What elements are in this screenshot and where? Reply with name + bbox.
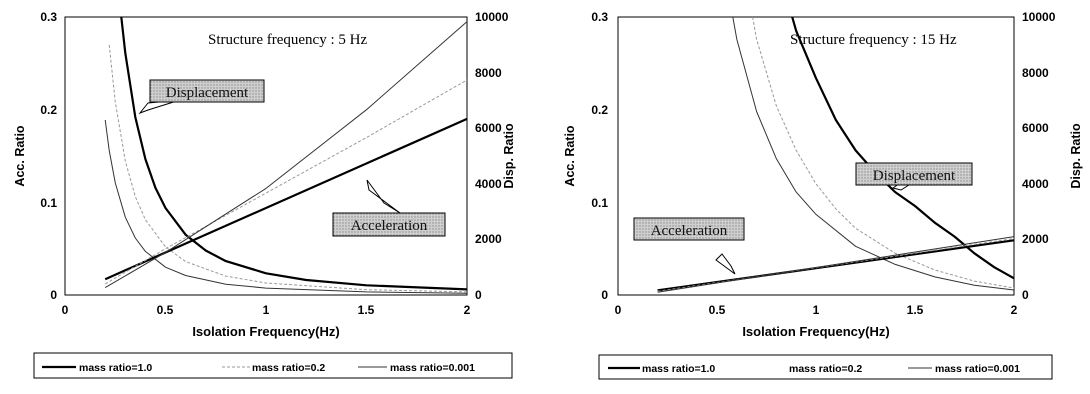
x-tick-label: 0.5 bbox=[709, 303, 726, 317]
y-axis-left-label: Acc. Ratio bbox=[563, 125, 577, 186]
callout-label: Acceleration bbox=[351, 218, 428, 234]
callout-arrow bbox=[366, 179, 401, 214]
y-right-tick-label: 4000 bbox=[1022, 177, 1049, 191]
callout-arrow bbox=[715, 253, 736, 275]
legend-label: mass ratio=0.2 bbox=[789, 363, 862, 375]
legend-box bbox=[33, 352, 513, 379]
series-line-displacement-mass-1.0 bbox=[791, 16, 1015, 280]
y-right-tick-label: 8000 bbox=[475, 66, 502, 80]
series-line-acceleration-mass-0.001 bbox=[104, 21, 468, 289]
callout-box bbox=[855, 162, 973, 186]
plot-frame bbox=[64, 16, 468, 296]
x-tick-label: 0 bbox=[62, 303, 69, 317]
y-right-tick-label: 4000 bbox=[475, 177, 502, 191]
legend: mass ratio=1.0 mass ratio=0.2 mass ratio… bbox=[598, 354, 1053, 380]
y-left-tick-label: 0.3 bbox=[40, 10, 57, 24]
y-right-tick-label: 6000 bbox=[1022, 121, 1049, 135]
y-right-tick-label: 8000 bbox=[1022, 66, 1049, 80]
x-tick-label: 0 bbox=[615, 303, 622, 317]
y-right-tick-label: 6000 bbox=[475, 121, 502, 135]
y-axis-left-label: Acc. Ratio bbox=[13, 125, 27, 186]
callout-displacement: Displacement bbox=[138, 79, 265, 115]
series-line-displacement-mass-0.001 bbox=[732, 16, 1015, 291]
x-tick-label: 1.5 bbox=[358, 303, 375, 317]
y-left-ticks: 0 0.1 0.2 0.3 bbox=[40, 10, 57, 302]
series-line-acceleration-mass-0.2 bbox=[104, 79, 468, 285]
chart-title: Structure frequency : 15 Hz bbox=[790, 32, 957, 48]
y-right-ticks: 0 2000 4000 6000 8000 10000 bbox=[475, 10, 509, 302]
y-left-tick-label: 0.1 bbox=[40, 196, 57, 210]
callout-displacement: Displacement bbox=[855, 162, 973, 191]
y-right-tick-label: 0 bbox=[1022, 288, 1029, 302]
y-right-tick-label: 0 bbox=[475, 288, 482, 302]
y-left-tick-label: 0.2 bbox=[591, 103, 608, 117]
y-axis-right-label: Disp. Ratio bbox=[502, 123, 516, 189]
chart-title: Structure frequency : 5 Hz bbox=[208, 32, 367, 48]
x-tick-label: 0.5 bbox=[157, 303, 174, 317]
x-tick-label: 1 bbox=[813, 303, 820, 317]
chart-panel-15hz: Structure frequency : 15 Hz Isolation Fr… bbox=[563, 10, 1083, 380]
series-layer bbox=[657, 16, 1015, 293]
series-line-acceleration-mass-0.001 bbox=[657, 236, 1015, 293]
y-left-tick-label: 0.2 bbox=[40, 103, 57, 117]
legend-box bbox=[598, 354, 1053, 380]
legend-label: mass ratio=0.2 bbox=[252, 362, 325, 374]
callout-box bbox=[149, 79, 265, 103]
y-right-tick-label: 10000 bbox=[1022, 10, 1056, 24]
y-left-tick-label: 0.3 bbox=[591, 10, 608, 24]
y-left-tick-label: 0 bbox=[601, 288, 608, 302]
legend: mass ratio=1.0 mass ratio=0.2 mass ratio… bbox=[33, 352, 513, 379]
series-line-displacement-mass-1.0 bbox=[120, 16, 468, 291]
callout-label: Acceleration bbox=[651, 223, 728, 239]
x-tick-label: 1 bbox=[263, 303, 270, 317]
x-tick-label: 1.5 bbox=[907, 303, 924, 317]
y-right-tick-label: 2000 bbox=[1022, 232, 1049, 246]
y-right-ticks: 0 2000 4000 6000 8000 10000 bbox=[1022, 10, 1056, 302]
callout-acceleration: Acceleration bbox=[633, 217, 745, 275]
plot-frame bbox=[617, 16, 1015, 296]
legend-label: mass ratio=0.001 bbox=[390, 362, 475, 374]
callout-label: Displacement bbox=[873, 168, 956, 184]
legend-label: mass ratio=0.001 bbox=[935, 363, 1020, 375]
series-line-displacement-mass-0.2 bbox=[752, 16, 1015, 289]
y-right-tick-label: 2000 bbox=[475, 232, 502, 246]
series-line-displacement-mass-0.2 bbox=[108, 44, 468, 293]
y-left-ticks: 0 0.1 0.2 0.3 bbox=[591, 10, 608, 302]
x-ticks: 0 0.5 1 1.5 2 bbox=[62, 303, 471, 317]
x-tick-label: 2 bbox=[1011, 303, 1018, 317]
x-tick-label: 2 bbox=[464, 303, 471, 317]
y-left-tick-label: 0.1 bbox=[591, 196, 608, 210]
callout-box bbox=[332, 212, 446, 237]
legend-label: mass ratio=1.0 bbox=[79, 362, 152, 374]
legend-label: mass ratio=1.0 bbox=[642, 363, 715, 375]
callout-label: Displacement bbox=[166, 85, 249, 101]
y-axis-right-label: Disp. Ratio bbox=[1069, 123, 1083, 189]
callout-box bbox=[633, 217, 745, 241]
y-left-tick-label: 0 bbox=[50, 288, 57, 302]
series-layer bbox=[104, 16, 468, 294]
x-axis-label: Isolation Frequency(Hz) bbox=[742, 324, 889, 339]
x-ticks: 0 0.5 1 1.5 2 bbox=[615, 303, 1018, 317]
chart-panel-5hz: Structure frequency : 5 Hz Isolation Fre… bbox=[13, 10, 516, 379]
y-right-tick-label: 10000 bbox=[475, 10, 509, 24]
x-axis-label: Isolation Frequency(Hz) bbox=[192, 324, 339, 339]
series-line-acceleration-mass-1.0 bbox=[104, 117, 468, 281]
callout-acceleration: Acceleration bbox=[332, 179, 446, 237]
series-line-displacement-mass-0.001 bbox=[104, 119, 468, 294]
